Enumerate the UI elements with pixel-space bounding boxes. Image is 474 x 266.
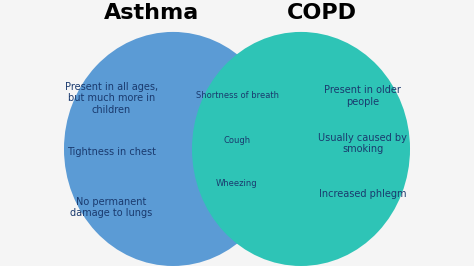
Text: No permanent
damage to lungs: No permanent damage to lungs [70,197,153,218]
Text: Present in all ages,
but much more in
children: Present in all ages, but much more in ch… [65,82,158,115]
Text: Shortness of breath: Shortness of breath [195,91,279,100]
Text: Wheezing: Wheezing [216,179,258,188]
Ellipse shape [64,32,282,266]
Text: Usually caused by
smoking: Usually caused by smoking [318,133,407,155]
Text: Cough: Cough [223,136,251,146]
Text: Increased phlegm: Increased phlegm [319,189,406,199]
Text: Asthma: Asthma [104,3,199,23]
Text: COPD: COPD [287,3,357,23]
Text: Tightness in chest: Tightness in chest [67,147,156,157]
Ellipse shape [192,32,410,266]
Text: Present in older
people: Present in older people [324,85,401,107]
